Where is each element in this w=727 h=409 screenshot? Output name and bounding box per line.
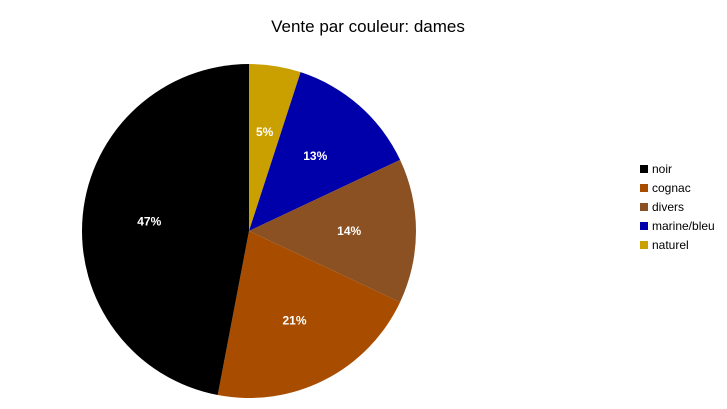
- legend-swatch: [640, 183, 648, 192]
- data-label-marine-bleu: 13%: [303, 149, 327, 163]
- data-label-naturel: 5%: [256, 125, 274, 139]
- legend-item-naturel: naturel: [640, 235, 715, 254]
- data-label-divers: 14%: [337, 224, 361, 238]
- legend-swatch: [640, 164, 648, 173]
- legend-item-divers: divers: [640, 197, 715, 216]
- legend-item-marine-bleu: marine/bleu: [640, 216, 715, 235]
- legend-label: marine/bleu: [652, 218, 715, 233]
- legend-label: divers: [652, 199, 685, 214]
- legend-item-noir: noir: [640, 159, 715, 178]
- legend-swatch: [640, 221, 648, 230]
- legend-swatch: [640, 240, 648, 249]
- legend-label: noir: [652, 161, 673, 176]
- chart-title: Vente par couleur: dames: [271, 17, 465, 36]
- pie-slice-cognac: [217, 231, 401, 398]
- pie-slice-naturel: [249, 64, 301, 231]
- legend-swatch: [640, 202, 648, 211]
- legend-label: cognac: [652, 180, 691, 195]
- legend-item-cognac: cognac: [640, 178, 715, 197]
- data-label-cognac: 21%: [282, 313, 306, 327]
- pie-slice-noir: [82, 64, 249, 396]
- data-label-noir: 47%: [137, 215, 161, 229]
- pie-slice-marine-bleu: [249, 72, 401, 232]
- pie-slice-divers: [249, 159, 417, 303]
- legend-label: naturel: [652, 237, 689, 252]
- legend: noir cognac divers marine/bleu naturel: [640, 159, 715, 254]
